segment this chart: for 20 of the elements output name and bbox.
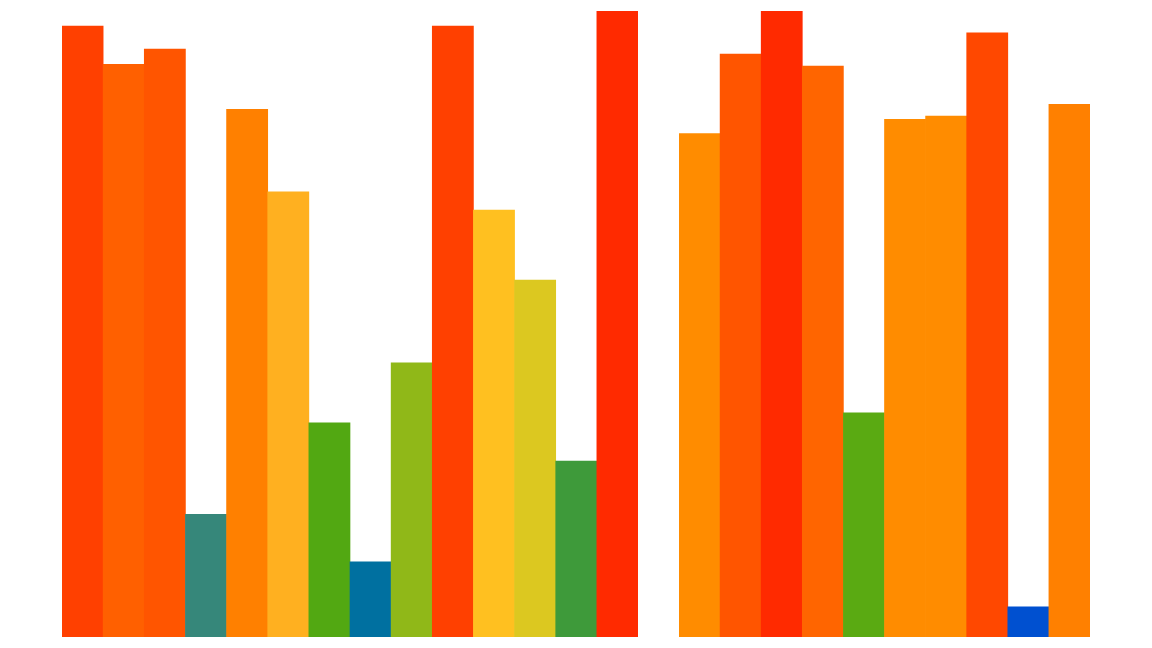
bar — [679, 133, 721, 637]
bar — [514, 279, 557, 637]
bar — [185, 513, 227, 637]
bar — [1007, 606, 1050, 637]
bar — [226, 108, 269, 637]
bar — [596, 11, 638, 637]
bar — [267, 191, 310, 637]
bar — [349, 561, 392, 637]
bar — [719, 53, 762, 637]
bar — [473, 209, 515, 637]
bar — [760, 11, 803, 637]
bar — [62, 25, 104, 637]
bar — [802, 65, 844, 637]
bar — [843, 412, 885, 637]
bar — [966, 32, 1009, 637]
bar — [390, 362, 433, 637]
bar — [308, 422, 351, 637]
bar — [555, 460, 598, 637]
bar — [431, 25, 474, 637]
bar — [1048, 103, 1091, 637]
